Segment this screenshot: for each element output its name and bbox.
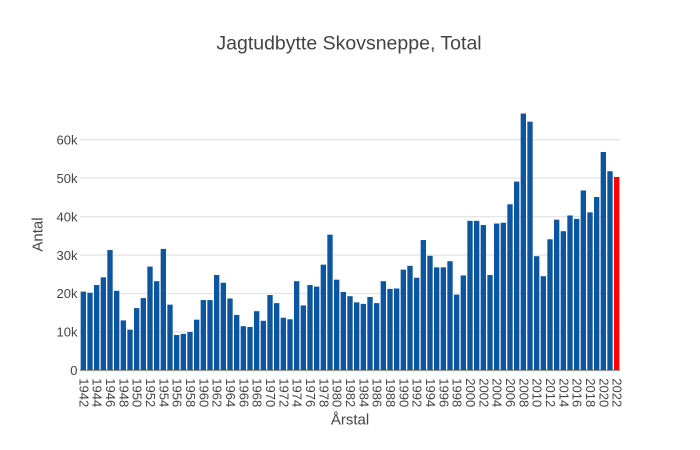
svg-text:1990: 1990 — [396, 378, 411, 407]
svg-text:1962: 1962 — [210, 378, 225, 407]
svg-text:2012: 2012 — [543, 378, 558, 407]
svg-text:10k: 10k — [57, 325, 78, 340]
svg-text:30k: 30k — [57, 248, 78, 263]
svg-text:2008: 2008 — [516, 378, 531, 407]
svg-text:60k: 60k — [57, 132, 78, 147]
svg-text:1968: 1968 — [250, 378, 265, 407]
svg-text:0: 0 — [70, 363, 77, 378]
svg-text:1952: 1952 — [143, 378, 158, 407]
svg-text:1986: 1986 — [370, 378, 385, 407]
svg-text:2022: 2022 — [610, 378, 625, 407]
svg-text:1958: 1958 — [183, 378, 198, 407]
svg-text:1976: 1976 — [303, 378, 318, 407]
svg-text:1966: 1966 — [236, 378, 251, 407]
svg-text:1978: 1978 — [316, 378, 331, 407]
svg-text:1974: 1974 — [290, 378, 305, 407]
svg-text:1980: 1980 — [330, 378, 345, 407]
svg-text:Antal: Antal — [30, 217, 47, 251]
svg-text:2018: 2018 — [583, 378, 598, 407]
svg-text:2004: 2004 — [490, 378, 505, 407]
svg-text:1942: 1942 — [76, 378, 91, 407]
svg-text:1988: 1988 — [383, 378, 398, 407]
svg-text:1996: 1996 — [436, 378, 451, 407]
svg-text:2006: 2006 — [503, 378, 518, 407]
svg-text:1960: 1960 — [196, 378, 211, 407]
svg-text:2010: 2010 — [530, 378, 545, 407]
svg-text:1982: 1982 — [343, 378, 358, 407]
svg-text:2016: 2016 — [570, 378, 585, 407]
svg-text:1944: 1944 — [90, 378, 105, 407]
svg-text:1984: 1984 — [356, 378, 371, 407]
svg-text:2000: 2000 — [463, 378, 478, 407]
svg-text:1994: 1994 — [423, 378, 438, 407]
svg-text:1948: 1948 — [116, 378, 131, 407]
svg-text:1950: 1950 — [130, 378, 145, 407]
svg-text:40k: 40k — [57, 209, 78, 224]
svg-text:2014: 2014 — [556, 378, 571, 407]
svg-text:1956: 1956 — [170, 378, 185, 407]
svg-text:1972: 1972 — [276, 378, 291, 407]
svg-text:Jagtudbytte Skovsneppe, Total: Jagtudbytte Skovsneppe, Total — [216, 33, 481, 55]
svg-text:1970: 1970 — [263, 378, 278, 407]
svg-text:2002: 2002 — [476, 378, 491, 407]
svg-text:1954: 1954 — [156, 378, 171, 407]
svg-text:1964: 1964 — [223, 378, 238, 407]
svg-text:1998: 1998 — [450, 378, 465, 407]
svg-text:50k: 50k — [57, 171, 78, 186]
svg-text:1992: 1992 — [410, 378, 425, 407]
svg-text:20k: 20k — [57, 286, 78, 301]
svg-text:2020: 2020 — [596, 378, 611, 407]
svg-text:Årstal: Årstal — [331, 412, 369, 429]
svg-text:1946: 1946 — [103, 378, 118, 407]
